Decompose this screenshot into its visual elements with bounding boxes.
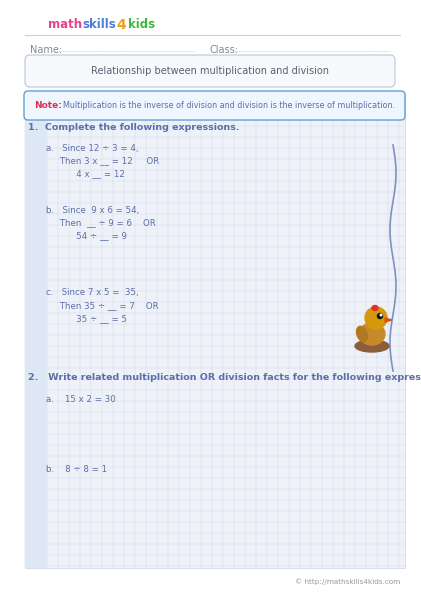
Text: Multiplication is the inverse of division and division is the inverse of multipl: Multiplication is the inverse of divisio… (58, 102, 395, 111)
Text: 4: 4 (116, 18, 126, 32)
Ellipse shape (355, 340, 389, 352)
Polygon shape (385, 318, 392, 322)
Text: a.    15 x 2 = 30: a. 15 x 2 = 30 (46, 396, 116, 405)
Text: Then 3 x __ = 12     OR: Then 3 x __ = 12 OR (46, 156, 159, 165)
Ellipse shape (372, 305, 378, 311)
Text: Then 35 ÷ __ = 7    OR: Then 35 ÷ __ = 7 OR (46, 302, 159, 311)
Text: Name:: Name: (30, 45, 62, 55)
Text: math: math (48, 18, 82, 32)
Text: c.   Since 7 x 5 =  35,: c. Since 7 x 5 = 35, (46, 289, 139, 298)
FancyBboxPatch shape (25, 55, 395, 87)
Text: Then  __ ÷ 9 = 6    OR: Then __ ÷ 9 = 6 OR (46, 218, 156, 227)
Ellipse shape (357, 326, 368, 342)
Text: 2.   Write related multiplication OR division facts for the following expression: 2. Write related multiplication OR divis… (28, 374, 421, 383)
FancyBboxPatch shape (24, 91, 405, 120)
Text: © http://mathskills4kids.com: © http://mathskills4kids.com (295, 579, 400, 585)
Text: b.   Since  9 x 6 = 54,: b. Since 9 x 6 = 54, (46, 205, 139, 215)
Ellipse shape (359, 323, 385, 345)
Text: 54 ÷ __ = 9: 54 ÷ __ = 9 (46, 231, 127, 240)
Circle shape (365, 307, 387, 329)
Text: 4 x __ = 12: 4 x __ = 12 (46, 170, 125, 178)
Text: 1.  Complete the following expressions.: 1. Complete the following expressions. (28, 124, 240, 133)
FancyBboxPatch shape (25, 93, 405, 568)
Text: skills: skills (82, 18, 116, 32)
Text: kids: kids (128, 18, 155, 32)
Circle shape (378, 314, 383, 318)
FancyBboxPatch shape (25, 93, 47, 568)
Text: Note:: Note: (34, 102, 62, 111)
Text: Relationship between multiplication and division: Relationship between multiplication and … (91, 66, 329, 76)
Circle shape (380, 314, 382, 316)
Text: Class:: Class: (210, 45, 239, 55)
Text: a.   Since 12 ÷ 3 = 4,: a. Since 12 ÷ 3 = 4, (46, 143, 139, 152)
Text: 35 ÷ __ = 5: 35 ÷ __ = 5 (46, 315, 127, 324)
Text: b.    8 ÷ 8 = 1: b. 8 ÷ 8 = 1 (46, 465, 107, 474)
